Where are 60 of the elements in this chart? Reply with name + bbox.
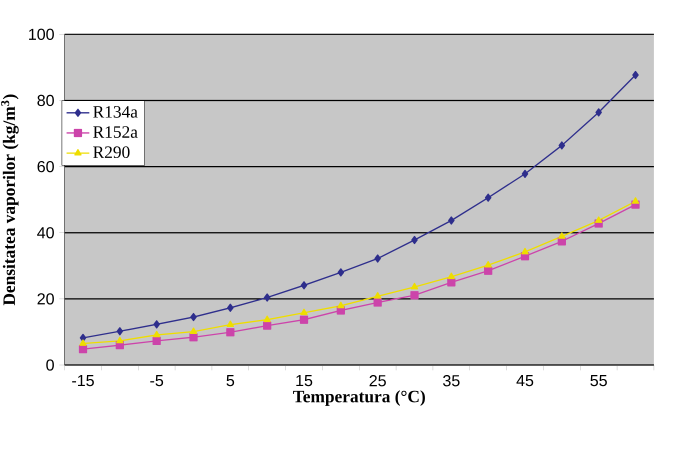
y-tick-label: 80 [37, 94, 54, 106]
point [226, 320, 234, 328]
point [264, 293, 270, 302]
point [300, 308, 308, 316]
point [448, 272, 456, 280]
point [190, 312, 197, 322]
point [448, 216, 455, 225]
x-tick-label: 5 [226, 375, 234, 386]
point [116, 327, 124, 336]
point [338, 268, 344, 277]
point [78, 344, 88, 354]
point [374, 254, 381, 263]
legend-label: R152a [93, 126, 138, 138]
x-tick-label: 15 [296, 375, 312, 386]
point [152, 336, 161, 345]
point [484, 194, 492, 202]
x-tick-label: -15 [72, 375, 94, 386]
y-tick-label: 0 [46, 359, 54, 371]
point [632, 70, 639, 80]
y-tick-label: 60 [38, 160, 54, 172]
point [632, 197, 640, 204]
x-tick-label: 45 [516, 375, 534, 386]
point [264, 316, 271, 322]
point [189, 333, 198, 342]
point [558, 141, 566, 150]
point [595, 216, 602, 223]
point [300, 316, 308, 324]
x-tick-label: 25 [370, 375, 386, 386]
point [153, 330, 160, 338]
point [558, 232, 566, 239]
point [79, 339, 87, 346]
point [484, 261, 492, 268]
point [521, 248, 529, 254]
point [595, 108, 602, 117]
point [153, 320, 160, 328]
point [447, 278, 456, 286]
y-tick-label: 40 [37, 227, 54, 238]
point [484, 266, 492, 275]
point [374, 298, 382, 307]
point [410, 291, 419, 300]
y-tick-label: 100 [29, 28, 54, 40]
point [522, 170, 528, 178]
point [411, 236, 418, 244]
x-axis-title: Temperatura (°C) [293, 390, 425, 406]
legend-label: R290 [93, 146, 130, 158]
x-tick-label: 35 [443, 375, 460, 386]
y-tick-label: 20 [38, 293, 54, 305]
point [190, 327, 198, 334]
x-tick-label: 55 [590, 375, 607, 386]
point [337, 302, 345, 308]
y-axis-title: Densitatea vaporilor (kg/m$^{3}$) [1, 94, 19, 306]
point [263, 322, 272, 330]
point [410, 282, 418, 290]
point [300, 281, 308, 290]
point [116, 336, 124, 344]
point [374, 292, 382, 299]
point [226, 328, 234, 336]
x-tick-label: -5 [150, 375, 164, 386]
legend-label: R134a [93, 106, 138, 118]
point [227, 304, 234, 312]
